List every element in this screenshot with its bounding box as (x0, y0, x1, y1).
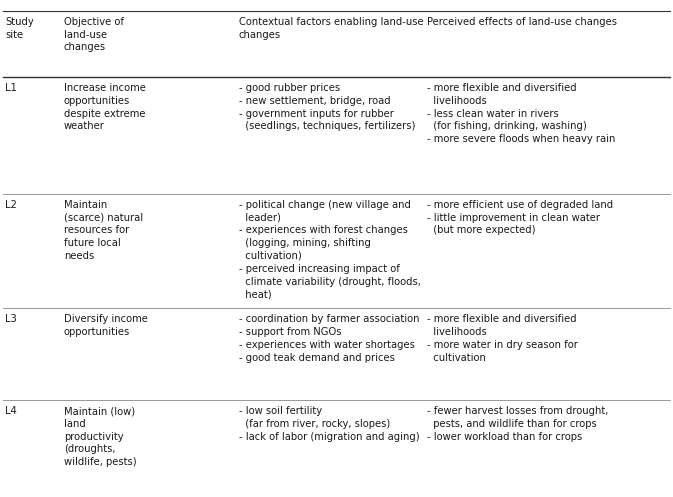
Text: Maintain (low)
land
productivity
(droughts,
wildlife, pests): Maintain (low) land productivity (drough… (64, 406, 137, 467)
Text: - good rubber prices
- new settlement, bridge, road
- government inputs for rubb: - good rubber prices - new settlement, b… (239, 83, 415, 131)
Text: Increase income
opportunities
despite extreme
weather: Increase income opportunities despite ex… (64, 83, 146, 131)
Text: Study
site: Study site (5, 17, 34, 40)
Text: L3: L3 (5, 314, 17, 324)
Text: Maintain
(scarce) natural
resources for
future local
needs: Maintain (scarce) natural resources for … (64, 200, 143, 261)
Text: L1: L1 (5, 83, 17, 93)
Text: Contextual factors enabling land-use
changes: Contextual factors enabling land-use cha… (239, 17, 423, 40)
Text: - more efficient use of degraded land
- little improvement in clean water
  (but: - more efficient use of degraded land - … (427, 200, 614, 236)
Text: - more flexible and diversified
  livelihoods
- less clean water in rivers
  (fo: - more flexible and diversified liveliho… (427, 83, 616, 144)
Text: L2: L2 (5, 200, 17, 210)
Text: L4: L4 (5, 406, 17, 416)
Text: Perceived effects of land-use changes: Perceived effects of land-use changes (427, 17, 617, 27)
Text: Diversify income
opportunities: Diversify income opportunities (64, 314, 148, 337)
Text: - more flexible and diversified
  livelihoods
- more water in dry season for
  c: - more flexible and diversified liveliho… (427, 314, 578, 362)
Text: Objective of
land-use
changes: Objective of land-use changes (64, 17, 124, 53)
Text: - low soil fertility
  (far from river, rocky, slopes)
- lack of labor (migratio: - low soil fertility (far from river, ro… (239, 406, 419, 442)
Text: - coordination by farmer association
- support from NGOs
- experiences with wate: - coordination by farmer association - s… (239, 314, 419, 362)
Text: - political change (new village and
  leader)
- experiences with forest changes
: - political change (new village and lead… (239, 200, 421, 299)
Text: - fewer harvest losses from drought,
  pests, and wildlife than for crops
- lowe: - fewer harvest losses from drought, pes… (427, 406, 609, 442)
